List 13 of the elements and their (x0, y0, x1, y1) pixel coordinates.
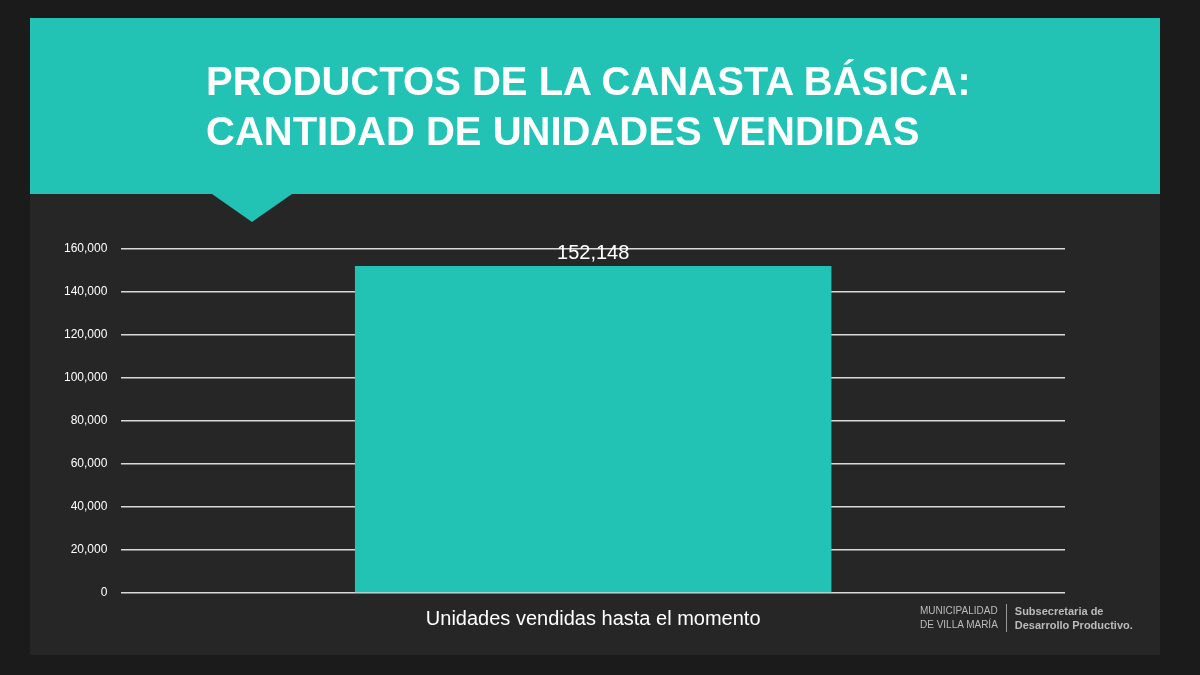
text: MUNICIPALIDAD DE VILLA MARÍA (920, 604, 1007, 632)
y-tick-label: 20,000 (70, 542, 108, 557)
y-tick-label: 40,000 (70, 499, 108, 514)
y-tick-label: 0 (100, 585, 108, 600)
y-tick-label: 120,000 (63, 327, 108, 342)
y-tick-label: 160,000 (63, 241, 108, 256)
y-tick-label: 100,000 (63, 370, 108, 385)
y-tick-label: 80,000 (70, 413, 108, 428)
text: Subsecretaria de Desarrollo Productivo. (1014, 604, 1134, 632)
x-tick-label: Unidades vendidas hasta el momento (425, 606, 761, 629)
y-tick-label: 60,000 (70, 456, 108, 471)
y-tick-label: 140,000 (63, 284, 108, 299)
chart-title: PRODUCTOS DE LA CANASTA BÁSICA: CANTIDAD DE UNIDADES VENDIDAS (206, 58, 972, 155)
